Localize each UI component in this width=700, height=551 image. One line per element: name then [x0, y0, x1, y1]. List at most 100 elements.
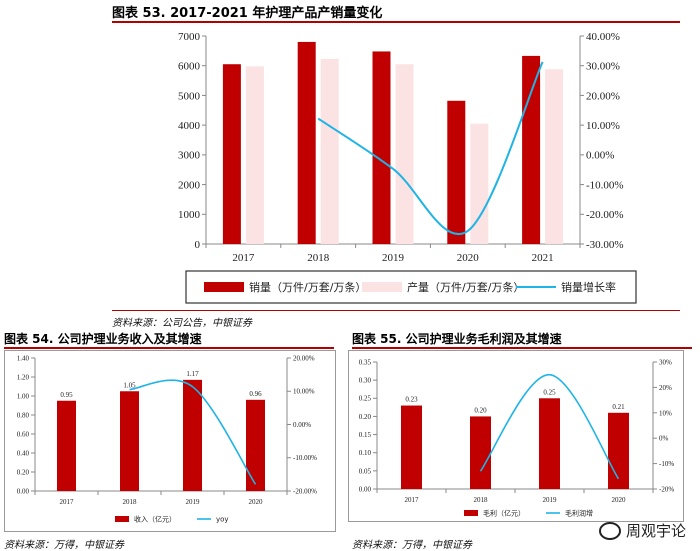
- bar: [401, 405, 422, 489]
- chart54-title-rule: [4, 347, 334, 349]
- bar: [539, 398, 560, 489]
- x-tick-label: 2019: [186, 498, 201, 506]
- bar: [120, 391, 139, 491]
- wechat-icon: [598, 521, 621, 540]
- left-tick-label: 0.00: [17, 487, 30, 495]
- left-tick-label: 5000: [178, 90, 201, 102]
- right-tick-label: -10.00%: [293, 454, 317, 462]
- right-tick-label: -20.00%: [293, 487, 317, 495]
- left-tick-label: 0.05: [359, 467, 372, 475]
- left-tick-label: 0.35: [359, 358, 372, 366]
- bar-data-label: 1.05: [123, 381, 136, 389]
- bar: [320, 58, 339, 244]
- legend-label: 毛利（亿元）: [483, 508, 525, 517]
- x-tick-label: 2018: [123, 498, 138, 506]
- left-tick-label: 0.25: [359, 395, 372, 403]
- chart53-source: 资料来源：公司公告，中银证券: [112, 318, 252, 329]
- x-tick-label: 2019: [543, 496, 558, 504]
- x-tick-label: 2017: [232, 252, 255, 264]
- left-tick-label: 0.40: [17, 449, 30, 457]
- bar: [395, 64, 414, 244]
- legend-bar-swatch: [464, 510, 478, 516]
- bar: [522, 55, 541, 244]
- legend-label: 产量（万件/万套/万条）: [407, 280, 524, 294]
- x-tick-label: 2020: [249, 498, 264, 506]
- chart54-frame: 0.00 0.20 0.40 0.60 0.80 1.00 1.20 1.40 -20.00% -…: [4, 350, 336, 532]
- left-tick-label: 4000: [178, 120, 201, 132]
- right-tick-label: -30.00%: [586, 239, 624, 251]
- bar-data-label: 0.20: [474, 406, 487, 414]
- bar: [183, 379, 202, 491]
- legend-bar-swatch: [115, 516, 129, 522]
- bar-data-label: 1.17: [186, 370, 199, 378]
- chart53-bottom-rule: [112, 310, 680, 311]
- legend-label: 收入（亿元）: [134, 514, 176, 523]
- right-tick-label: 40.00%: [586, 31, 620, 43]
- legend-box: [185, 270, 637, 304]
- left-tick-label: 0.80: [17, 411, 30, 419]
- left-tick-label: 0.00: [359, 485, 372, 493]
- x-tick-label: 2020: [612, 496, 627, 504]
- left-tick-label: 0.20: [359, 413, 372, 421]
- right-tick-label: 0.00%: [293, 421, 311, 429]
- watermark-text: 周观宇论: [625, 522, 686, 540]
- right-tick-label: -10%: [659, 460, 674, 468]
- right-tick-label: -10.00%: [586, 179, 624, 191]
- chart53: 0 1000 2000 3000 4000 5000 6000 7000 -30.00% -20.…: [160, 28, 660, 308]
- chart54-title: 图表 54. 公司护理业务收入及其增速: [4, 332, 202, 346]
- right-tick-label: 20.00%: [293, 354, 315, 362]
- x-tick-label: 2020: [457, 252, 480, 264]
- chart53-plot: 0 1000 2000 3000 4000 5000 6000 7000 -30.00% -20.…: [178, 31, 637, 304]
- chart54-source: 资料来源：万得，中银证券: [4, 540, 124, 551]
- chart55-frame: 0.00 0.05 0.10 0.15 0.20 0.25 0.30 0.35 -20% -10%…: [348, 350, 684, 522]
- bar-data-label: 0.96: [249, 390, 262, 398]
- bar: [470, 416, 491, 489]
- legend-bar-swatch: [204, 282, 244, 292]
- legend-label: 销量增长率: [561, 280, 616, 294]
- right-tick-label: 20%: [659, 384, 672, 392]
- bar: [297, 41, 316, 244]
- left-tick-label: 7000: [178, 31, 201, 43]
- left-tick-label: 2000: [178, 179, 201, 191]
- right-tick-label: 0.00%: [586, 150, 614, 162]
- right-tick-label: 10.00%: [586, 120, 620, 132]
- bar: [57, 400, 76, 491]
- right-tick-label: 30%: [659, 358, 672, 366]
- bar: [447, 100, 466, 244]
- bar: [372, 51, 391, 244]
- chart55-source: 资料来源：万得，中银证券: [352, 540, 472, 551]
- bar-data-label: 0.21: [612, 403, 625, 411]
- left-tick-label: 3000: [178, 150, 201, 162]
- watermark: 周观宇论: [598, 520, 686, 541]
- bar-data-label: 0.95: [60, 391, 73, 399]
- right-tick-label: 10%: [659, 409, 672, 417]
- bar: [545, 69, 564, 244]
- bar: [470, 123, 489, 244]
- legend-label: yoy: [216, 515, 229, 523]
- legend-bar-swatch: [362, 282, 402, 292]
- x-tick-label: 2021: [532, 252, 554, 264]
- right-tick-label: -20.00%: [586, 209, 624, 221]
- legend-label: 销量（万件/万套/万条）: [249, 280, 366, 294]
- left-tick-label: 0.20: [17, 468, 30, 476]
- left-tick-label: 0.60: [17, 430, 30, 438]
- x-tick-label: 2019: [382, 252, 405, 264]
- x-tick-label: 2018: [307, 252, 330, 264]
- chart53-title-rule: [112, 21, 680, 23]
- chart54-plot: 0.00 0.20 0.40 0.60 0.80 1.00 1.20 1.40 -20.00% -…: [17, 354, 317, 523]
- right-tick-label: 30.00%: [586, 61, 620, 73]
- legend-label: 毛利润增: [565, 508, 593, 517]
- left-tick-label: 1.20: [17, 373, 30, 381]
- right-tick-label: -20%: [659, 485, 674, 493]
- chart53-title: 图表 53. 2017-2021 年护理产品产销量变化: [112, 6, 383, 21]
- chart55-title: 图表 55. 公司护理业务毛利润及其增速: [352, 332, 562, 346]
- left-tick-label: 1000: [178, 209, 201, 221]
- chart55-plot: 0.00 0.05 0.10 0.15 0.20 0.25 0.30 0.35 -20% -10%…: [359, 358, 675, 517]
- bar: [222, 64, 241, 244]
- bar: [245, 66, 264, 245]
- left-tick-label: 0.10: [359, 449, 372, 457]
- right-tick-label: 20.00%: [586, 90, 620, 102]
- bar-data-label: 0.23: [405, 396, 418, 404]
- right-tick-label: 0%: [659, 435, 669, 443]
- bar: [246, 399, 265, 491]
